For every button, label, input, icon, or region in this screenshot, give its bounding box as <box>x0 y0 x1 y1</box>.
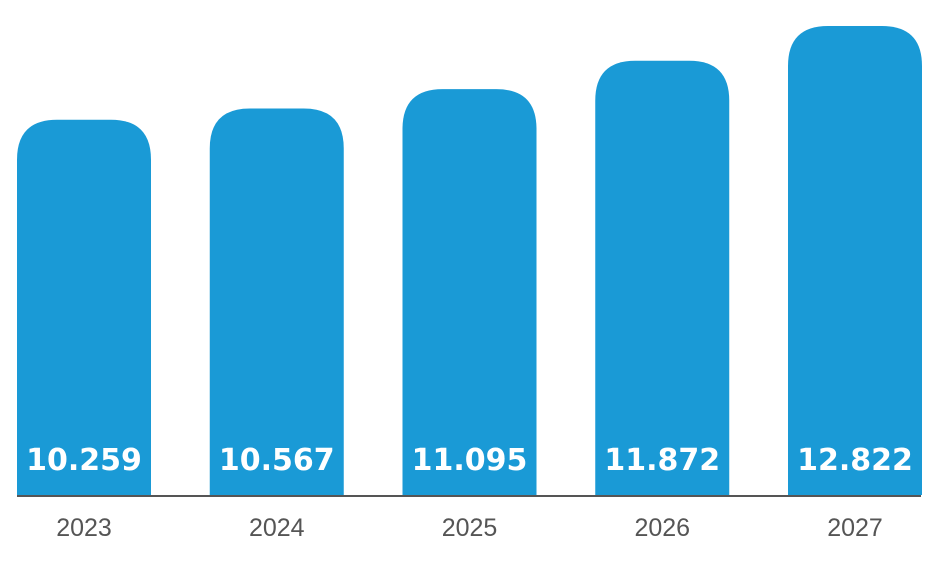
bar-2023 <box>17 119 151 496</box>
value-label-2024: 10.567 <box>219 443 335 478</box>
bar-2025 <box>402 89 537 495</box>
value-label-2026: 11.872 <box>604 443 720 478</box>
bar-2024 <box>209 108 344 495</box>
value-label-2023: 10.259 <box>26 443 142 478</box>
bars-group <box>17 26 922 496</box>
value-label-2027: 12.822 <box>797 443 913 478</box>
x-tick-label-2026: 2026 <box>634 514 690 542</box>
x-tick-label-2027: 2027 <box>827 514 883 542</box>
x-tick-label-2024: 2024 <box>249 514 305 542</box>
value-label-2025: 11.095 <box>412 443 528 478</box>
x-tick-label-2025: 2025 <box>442 514 498 542</box>
x-tick-labels-group: 2023 2024 2025 2026 2027 <box>56 514 883 542</box>
x-tick-label-2023: 2023 <box>56 514 112 542</box>
value-labels-group: 10.259 10.567 11.095 11.872 12.822 <box>26 443 913 478</box>
bar-2027 <box>788 26 922 495</box>
bar-2026 <box>595 60 730 495</box>
